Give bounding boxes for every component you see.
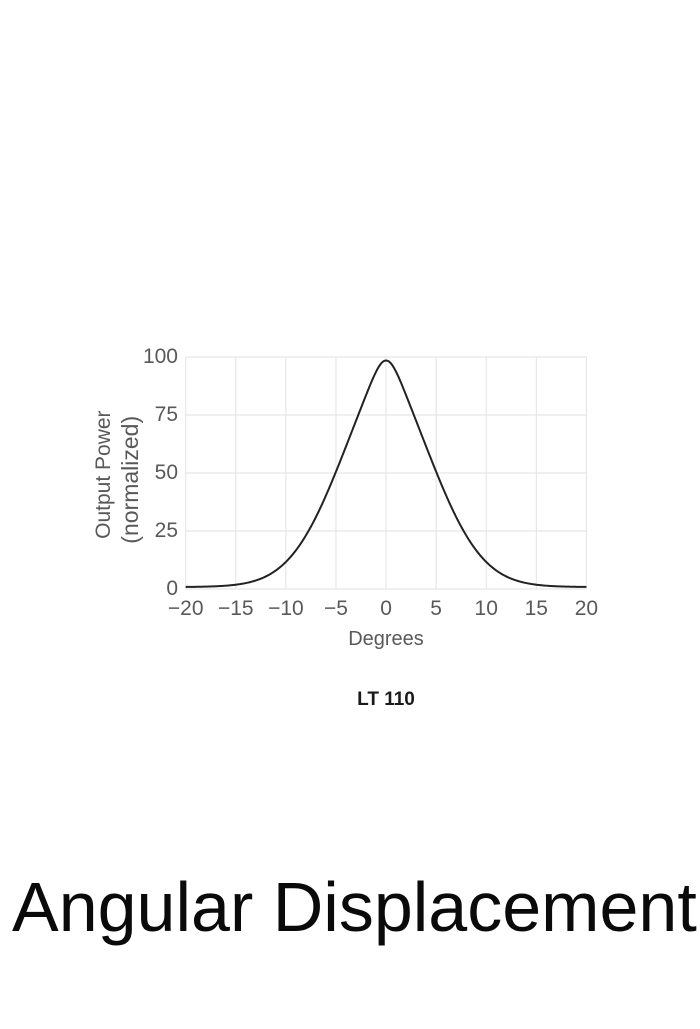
svg-text:50: 50: [155, 461, 178, 484]
svg-text:0: 0: [380, 597, 392, 620]
svg-text:75: 75: [155, 403, 178, 426]
svg-text:−20: −20: [168, 597, 204, 620]
svg-text:−15: −15: [218, 597, 254, 620]
svg-text:Degrees: Degrees: [348, 628, 424, 650]
svg-text:20: 20: [575, 597, 598, 620]
svg-text:15: 15: [525, 597, 548, 620]
svg-text:5: 5: [430, 597, 442, 620]
svg-text:100: 100: [143, 345, 178, 368]
svg-text:10: 10: [475, 597, 498, 620]
svg-text:−5: −5: [324, 597, 348, 620]
svg-text:25: 25: [155, 519, 178, 542]
svg-text:LT 110: LT 110: [357, 689, 415, 710]
svg-text:(normalized): (normalized): [117, 416, 143, 544]
svg-text:−10: −10: [268, 597, 304, 620]
svg-text:Output Power: Output Power: [92, 410, 115, 538]
